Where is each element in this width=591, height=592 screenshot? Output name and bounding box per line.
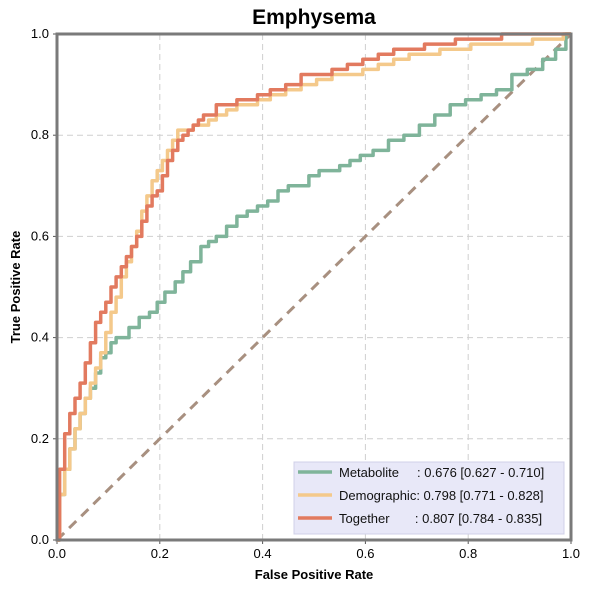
legend-label-metabolite: Metabolite : 0.676 [0.627 - 0.710] xyxy=(339,465,544,480)
x-axis-label: False Positive Rate xyxy=(255,567,374,582)
legend-box xyxy=(293,461,565,535)
y-tick-label: 0.0 xyxy=(31,532,49,547)
y-tick-label: 1.0 xyxy=(31,26,49,41)
plot-frame xyxy=(55,32,573,542)
chart-title: Emphysema xyxy=(252,6,376,29)
y-tick-label: 0.2 xyxy=(31,431,49,446)
x-tick-label: 0.8 xyxy=(459,546,477,561)
legend-label-demographic: Demographic: 0.798 [0.771 - 0.828] xyxy=(339,488,544,503)
plot-area xyxy=(55,32,573,542)
legend: Metabolite : 0.676 [0.627 - 0.710] Demogr… xyxy=(293,461,565,535)
y-axis-label: True Positive Rate xyxy=(8,231,23,344)
axis-ticks: 0.0 0.2 0.4 0.6 0.8 1.0 0.0 0.2 0.4 0.6 0.8 1.0 xyxy=(31,26,580,561)
legend-label-together: Together : 0.807 [0.784 - 0.835] xyxy=(339,511,542,526)
y-tick-label: 0.4 xyxy=(31,330,49,345)
x-tick-label: 0.0 xyxy=(48,546,66,561)
series-line-together xyxy=(57,32,571,542)
x-tick-label: 1.0 xyxy=(562,546,580,561)
y-tick-label: 0.8 xyxy=(31,127,49,142)
chance-diagonal-line xyxy=(55,32,573,542)
y-tick-label: 0.6 xyxy=(31,228,49,243)
x-tick-label: 0.4 xyxy=(254,546,272,561)
x-tick-label: 0.2 xyxy=(151,546,169,561)
x-tick-label: 0.6 xyxy=(356,546,374,561)
